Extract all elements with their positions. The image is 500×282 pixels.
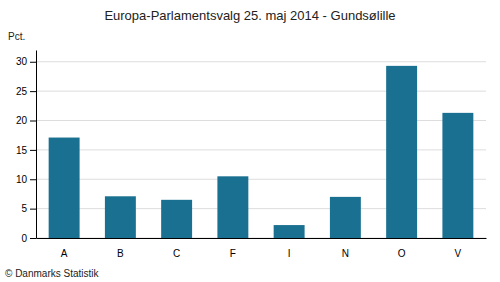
- chart: Europa-Parlamentsvalg 25. maj 2014 - Gun…: [0, 0, 500, 282]
- bar: [442, 113, 473, 238]
- y-tick-mark: [30, 91, 36, 92]
- bar: [330, 197, 361, 238]
- x-axis-line: [37, 238, 487, 239]
- grid: [36, 62, 486, 238]
- y-tick-mark: [30, 150, 36, 151]
- x-tick: V: [455, 248, 462, 259]
- grid-line: [36, 120, 486, 121]
- y-tick-mark: [30, 209, 36, 210]
- x-tick: C: [173, 248, 180, 259]
- chart-container: Europa-Parlamentsvalg 25. maj 2014 - Gun…: [0, 0, 500, 282]
- y-tick: 25: [16, 86, 36, 97]
- y-tick-label: 15: [16, 145, 28, 156]
- y-tick-label: 20: [16, 115, 28, 126]
- grid-line: [36, 61, 486, 62]
- y-tick: 10: [16, 174, 36, 185]
- grid-line: [36, 91, 486, 92]
- y-label: Pct.: [8, 31, 25, 42]
- y-tick-mark: [30, 179, 36, 180]
- x-tick-label: B: [117, 248, 124, 259]
- grid-line: [36, 179, 486, 180]
- bar: [161, 200, 192, 238]
- x-tick-label: I: [288, 248, 291, 259]
- x-tick: A: [61, 248, 68, 259]
- x-tick-label: A: [61, 248, 68, 259]
- grid-line: [36, 149, 486, 150]
- y-axis: 0 5 10 15 20 25 30: [16, 51, 37, 244]
- x-tick-label: F: [230, 248, 236, 259]
- y-tick-label: 30: [16, 56, 28, 67]
- x-tick: I: [288, 248, 291, 259]
- grid-line: [36, 208, 486, 209]
- y-tick-mark: [30, 238, 36, 239]
- y-axis-line: [36, 51, 37, 239]
- y-tick: 0: [21, 233, 36, 244]
- y-tick-mark: [30, 62, 36, 63]
- x-tick-label: V: [455, 248, 462, 259]
- x-tick-label: N: [342, 248, 349, 259]
- y-tick: 20: [16, 115, 36, 126]
- x-tick: N: [342, 248, 349, 259]
- y-tick-label: 5: [21, 203, 27, 214]
- y-tick: 30: [16, 56, 36, 67]
- x-tick-label: C: [173, 248, 180, 259]
- footer: © Danmarks Statistik: [5, 268, 100, 279]
- x-tick: B: [117, 248, 124, 259]
- x-tick: O: [398, 248, 406, 259]
- grid-line: [36, 238, 486, 239]
- title: Europa-Parlamentsvalg 25. maj 2014 - Gun…: [104, 8, 395, 23]
- bar: [386, 66, 417, 238]
- bar: [217, 176, 248, 238]
- y-tick-label: 0: [21, 233, 27, 244]
- y-tick-label: 10: [16, 174, 28, 185]
- y-tick-label: 25: [16, 86, 28, 97]
- y-tick: 5: [21, 203, 36, 214]
- x-tick: F: [230, 248, 236, 259]
- plot: 0 5 10 15 20 25 30 A B C F I N O V: [16, 51, 487, 260]
- x-tick-label: O: [398, 248, 406, 259]
- x-axis: ABCFINOV: [37, 239, 487, 260]
- bar: [105, 196, 136, 238]
- bars: [49, 66, 474, 238]
- bar: [274, 225, 305, 238]
- y-tick: 15: [16, 145, 36, 156]
- y-tick-mark: [30, 121, 36, 122]
- bar: [49, 138, 80, 238]
